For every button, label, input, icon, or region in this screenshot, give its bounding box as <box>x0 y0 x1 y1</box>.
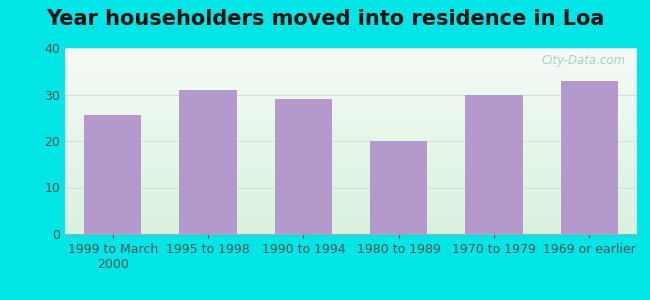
Bar <box>275 99 332 234</box>
Bar <box>370 141 427 234</box>
Text: Year householders moved into residence in Loa: Year householders moved into residence i… <box>46 9 605 29</box>
Bar <box>465 94 523 234</box>
Text: City-Data.com: City-Data.com <box>541 54 625 67</box>
Bar <box>561 80 618 234</box>
Bar <box>179 90 237 234</box>
Bar <box>84 116 141 234</box>
